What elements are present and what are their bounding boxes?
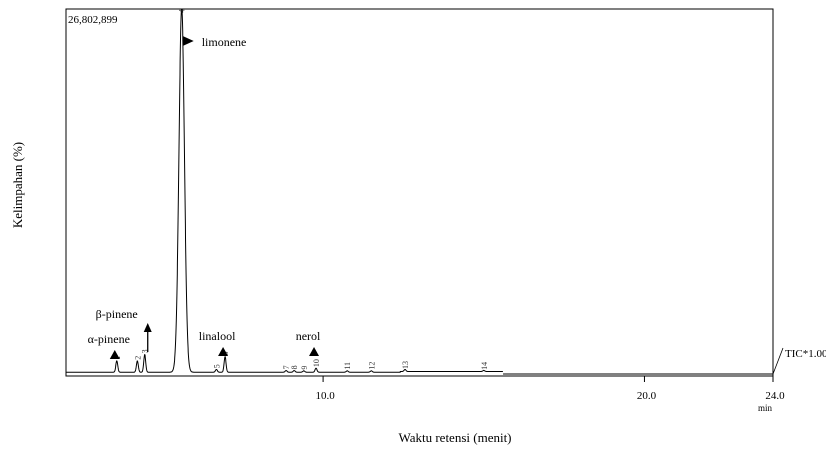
annotation-marker-3 (143, 323, 152, 332)
peak-number-14: 14 (480, 362, 489, 370)
peak-number-4: 4 (178, 9, 187, 13)
annotation-marker-1 (109, 350, 120, 359)
peak-number-2: 2 (133, 356, 142, 360)
peak-number-8: 8 (290, 365, 299, 369)
annotation-marker-10 (309, 347, 320, 356)
y-axis-title: Kelimpahan (%) (10, 142, 25, 228)
peak-number-5: 5 (212, 364, 221, 368)
x-axis-title: Waktu retensi (menit) (398, 430, 511, 445)
x-tick-label-1: 20.0 (637, 390, 657, 402)
x-tick-label-2: 24.0 (765, 390, 785, 402)
annotation-label-10: nerol (296, 329, 321, 343)
trace-label: TIC*1.00 (785, 348, 826, 360)
annotation-label-4: limonene (202, 35, 247, 49)
peak-number-13: 13 (401, 361, 410, 369)
peak-number-9: 9 (300, 366, 309, 370)
plot-frame (65, 8, 774, 377)
peak-number-11: 11 (343, 362, 352, 370)
trace-label-leader (772, 347, 784, 375)
peak-number-12: 12 (367, 362, 376, 370)
annotation-marker-6 (218, 347, 229, 356)
x-tick-label-0: 10.0 (315, 390, 335, 402)
peak-number-7: 7 (282, 365, 291, 369)
tic-series-line (66, 8, 503, 373)
x-unit-label: min (758, 403, 773, 413)
annotation-marker-4 (182, 36, 194, 46)
peak-number-3: 3 (141, 349, 150, 353)
annotation-label-6: linalool (199, 329, 236, 343)
annotation-label-3: β-pinene (96, 307, 138, 321)
max-intensity-label: 26,802,899 (68, 14, 118, 26)
annotation-label-1: α-pinene (88, 332, 130, 346)
peak-number-10: 10 (312, 359, 321, 367)
